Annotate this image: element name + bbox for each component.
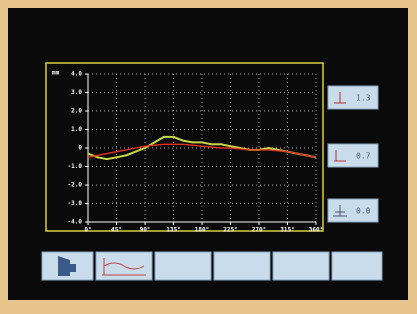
side-button[interactable]: 0.0 — [328, 199, 378, 222]
y-tick-label: 3.0 — [71, 89, 82, 96]
toolbar-button[interactable] — [155, 252, 211, 280]
y-tick-label: 2.0 — [71, 108, 82, 115]
x-tick-label: 45° — [111, 227, 122, 234]
side-button[interactable]: 0.7 — [328, 144, 378, 167]
y-tick-label: -4.0 — [68, 219, 83, 226]
x-tick-label: 135° — [166, 227, 180, 234]
x-tick-label: 315° — [280, 227, 294, 234]
x-tick-label: 90° — [140, 227, 151, 234]
y-tick-label: -1.0 — [68, 163, 83, 170]
x-tick-label: 0° — [84, 227, 91, 234]
toolbar-button[interactable] — [214, 252, 270, 280]
y-tick-label: 0 — [78, 145, 82, 152]
y-tick-label: 1.0 — [71, 126, 82, 133]
button-value: 0.7 — [356, 152, 371, 161]
button-value: 1.3 — [356, 94, 371, 103]
x-tick-label: 180° — [195, 227, 209, 234]
toolbar-button[interactable] — [273, 252, 329, 280]
x-tick-label: 270° — [252, 227, 266, 234]
x-tick-label: 225° — [223, 227, 237, 234]
y-tick-label: 4.0 — [71, 71, 82, 78]
screen: mm 4.0 3.0 2.0 1.0 0 -1.0 -2.0 -3.0 -4.00° 45° 90° 1… — [0, 0, 417, 310]
button-value: 0.0 — [356, 207, 371, 216]
y-tick-label: -2.0 — [68, 182, 83, 189]
side-button[interactable]: 1.3 — [328, 86, 378, 109]
toolbar-button[interactable] — [332, 252, 382, 280]
x-tick-label: 360° — [309, 227, 323, 234]
y-axis-label: mm — [52, 70, 60, 77]
y-tick-label: -3.0 — [68, 200, 83, 207]
